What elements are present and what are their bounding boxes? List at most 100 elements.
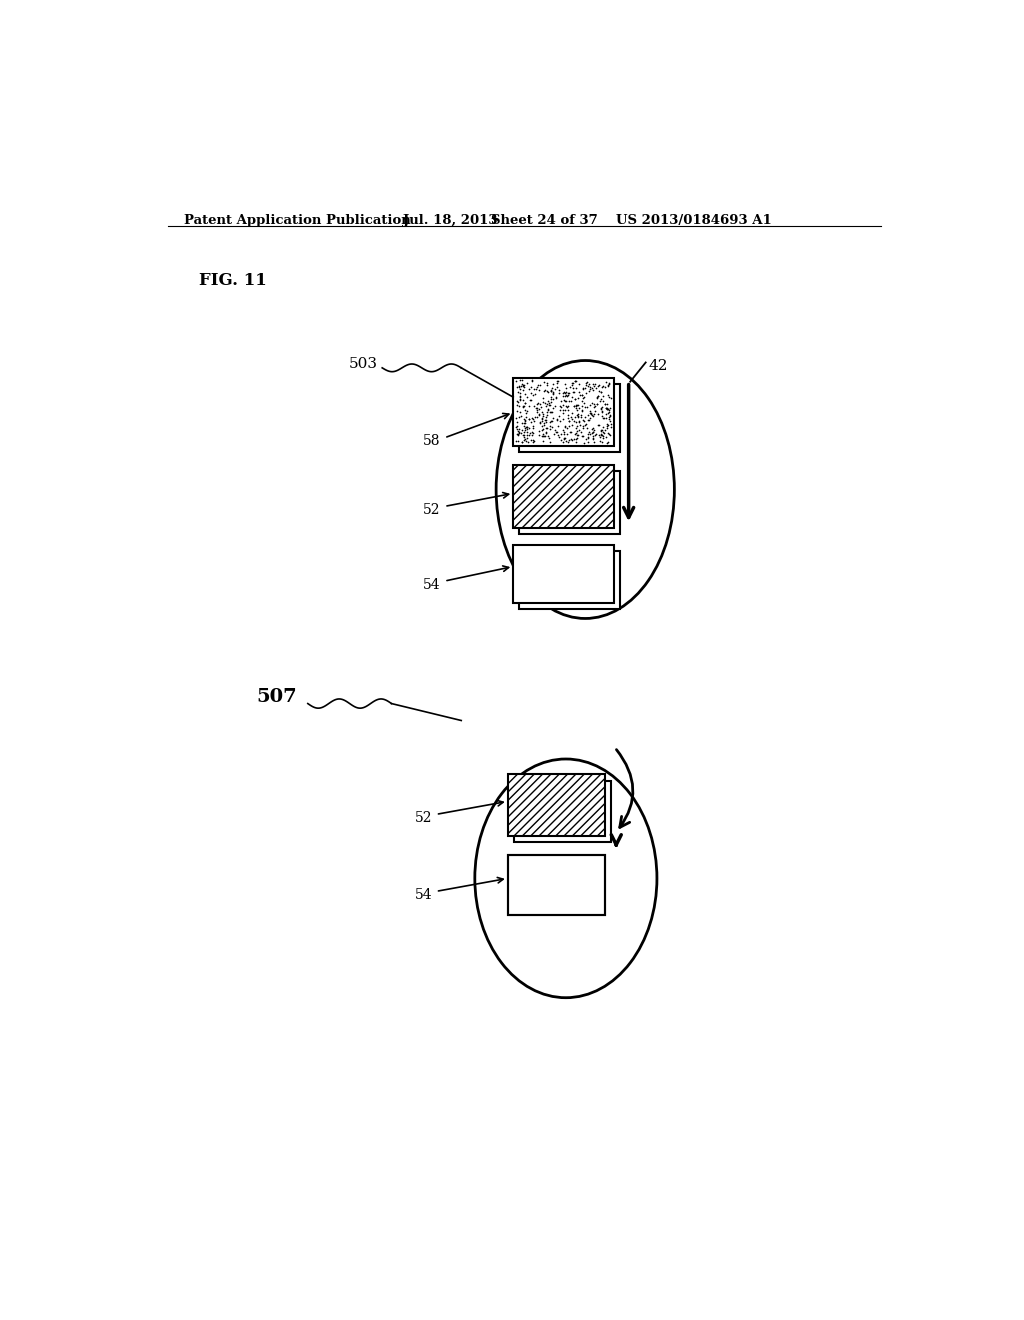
Point <box>569 425 586 446</box>
Point <box>574 417 591 438</box>
Point <box>517 409 534 430</box>
Point <box>573 425 590 446</box>
Bar <box>508 775 604 836</box>
Point <box>540 381 556 403</box>
Point <box>528 397 545 418</box>
Point <box>585 421 601 442</box>
Point <box>535 408 551 429</box>
Point <box>580 424 596 445</box>
Point <box>516 426 532 447</box>
Point <box>544 392 560 413</box>
Point <box>536 371 552 392</box>
Point <box>581 409 597 430</box>
Point <box>590 375 606 396</box>
Point <box>592 430 608 451</box>
Point <box>532 374 549 395</box>
Point <box>550 416 566 437</box>
Point <box>597 371 613 392</box>
Point <box>523 389 540 411</box>
Point <box>544 388 560 409</box>
Point <box>538 407 554 428</box>
Point <box>593 389 609 411</box>
Point <box>523 412 540 433</box>
Point <box>535 387 551 408</box>
Point <box>600 374 616 395</box>
Point <box>568 416 585 437</box>
Text: 52: 52 <box>415 812 432 825</box>
Bar <box>508 855 604 915</box>
Point <box>588 424 604 445</box>
Point <box>544 378 560 399</box>
Point <box>538 422 554 444</box>
Point <box>548 387 564 408</box>
Point <box>598 397 614 418</box>
Point <box>514 375 530 396</box>
Point <box>578 428 594 449</box>
Point <box>541 393 557 414</box>
Point <box>527 378 544 399</box>
Point <box>603 416 620 437</box>
Point <box>546 424 562 445</box>
Point <box>522 389 539 411</box>
Point <box>585 417 601 438</box>
Point <box>574 409 591 430</box>
Point <box>543 380 559 401</box>
Point <box>559 417 575 438</box>
Point <box>565 429 582 450</box>
Point <box>575 411 592 432</box>
Point <box>566 424 583 445</box>
Point <box>591 414 607 436</box>
Text: 42: 42 <box>649 359 669 372</box>
Point <box>586 420 602 441</box>
Point <box>568 378 585 399</box>
Point <box>556 429 572 450</box>
Point <box>566 371 583 392</box>
Point <box>560 405 577 426</box>
Point <box>549 422 565 444</box>
Point <box>579 372 595 393</box>
Point <box>524 409 541 430</box>
Point <box>539 380 555 401</box>
Point <box>539 375 555 396</box>
Point <box>589 393 605 414</box>
Point <box>545 374 561 395</box>
Point <box>516 412 532 433</box>
Point <box>575 433 592 454</box>
Point <box>530 421 547 442</box>
Point <box>593 381 609 403</box>
Point <box>562 376 579 397</box>
Point <box>508 411 524 432</box>
Point <box>523 383 540 404</box>
Point <box>573 395 590 416</box>
Point <box>598 404 614 425</box>
Point <box>515 416 531 437</box>
Point <box>545 384 561 405</box>
Point <box>544 417 560 438</box>
Point <box>510 422 526 444</box>
Point <box>589 388 605 409</box>
Point <box>550 371 566 392</box>
Point <box>566 395 583 416</box>
Point <box>545 383 561 404</box>
Point <box>543 385 559 407</box>
Point <box>537 379 553 400</box>
Point <box>600 401 616 422</box>
Point <box>509 393 525 414</box>
Point <box>557 416 573 437</box>
Point <box>539 404 555 425</box>
Text: 58: 58 <box>423 434 440 447</box>
Point <box>529 400 546 421</box>
Point <box>514 432 530 453</box>
Point <box>600 375 616 396</box>
Point <box>538 409 554 430</box>
Point <box>579 397 595 418</box>
Point <box>539 417 555 438</box>
Point <box>511 375 527 396</box>
Point <box>525 422 542 444</box>
Point <box>587 401 603 422</box>
Point <box>518 416 535 437</box>
Point <box>593 397 609 418</box>
Point <box>569 387 586 408</box>
Point <box>596 422 612 444</box>
Point <box>552 430 568 451</box>
